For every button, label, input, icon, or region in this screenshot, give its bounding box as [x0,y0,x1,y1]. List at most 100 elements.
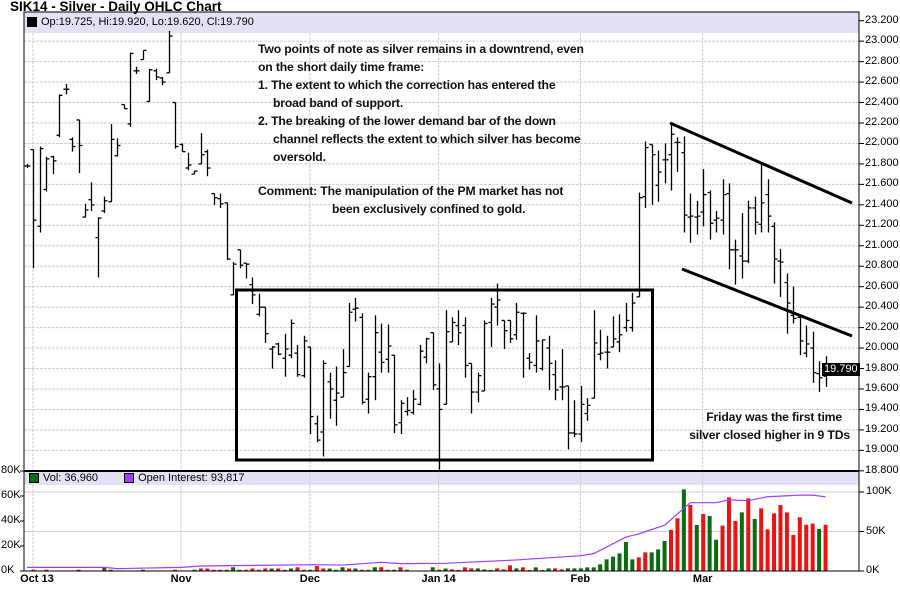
volume-bar [205,568,210,571]
price-axis-label: 20.000 [865,341,899,354]
ohlc-bar [391,354,398,433]
ohlc-bar [327,372,334,419]
volume-bar [108,569,113,571]
ohlc-bar [642,141,649,208]
ohlc-bar [172,101,179,149]
price-legend-text: Op:19.725, Hi:19.920, Lo:19.620, Cl:19.7… [41,16,254,28]
volume-bar [44,569,49,571]
ohlc-bar [578,385,585,443]
ohlc-bar [333,366,340,426]
ohlc-bar [790,286,797,324]
ohlc-bar [655,150,662,202]
ohlc-bar [288,319,295,359]
price-axis-label: 23.200 [865,13,899,26]
oi-axis-label: 0K [866,564,880,576]
ohlc-bar [758,163,765,233]
ohlc-bar [127,52,134,128]
ohlc-bar [294,344,301,377]
volume-bar [765,529,770,571]
ohlc-bar [616,314,623,353]
volume-bar [501,569,506,571]
chart-title: SIK14 - Silver - Daily OHLC Chart [10,0,222,14]
ohlc-bar [301,335,308,378]
volume-bar [218,569,223,571]
ohlc-bar [30,148,37,269]
axes [20,12,864,572]
price-bars [24,30,830,470]
volume-legend-band [24,472,859,485]
volume-bar [353,568,358,571]
ohlc-bar [256,293,263,317]
annotation-main-line: Two points of note as silver remains in … [258,42,584,56]
last-price-tag: 19.790 [822,363,860,376]
ohlc-bar [159,76,166,86]
price-legend-band [24,12,859,33]
volume-bar [630,559,635,571]
annotation-main-line: Comment: The manipulation of the PM mark… [258,184,564,198]
ohlc-bar [404,397,411,416]
ohlc-bar [340,349,347,398]
ohlc-bar [237,249,244,269]
volume-axis-label: 20K [1,539,21,551]
ohlc-bar [166,30,173,74]
annotation-main-line: oversold. [273,150,326,164]
volume-bar [623,542,628,571]
ohlc-bar [533,315,540,373]
ohlc-bar [114,138,121,157]
ohlc-bar [591,310,598,399]
ohlc-bar [63,84,70,95]
volume-bar [508,565,512,571]
ohlc-bar [623,303,630,332]
ohlc-bar [262,306,269,343]
ohlc-bar [121,103,128,110]
volume-bar [746,498,751,571]
price-axis-label: 22.800 [865,54,899,67]
annotation-friday-line-1: Friday was the first time [706,410,842,424]
volume-bar [559,569,564,571]
annotation-main-line: 2. The breaking of the lower demand bar … [258,114,556,128]
ohlc-bar [217,193,224,208]
ohlc-bar [24,163,31,169]
volume-bar [578,568,583,571]
ohlc-bar [101,196,108,214]
ohlc-bar [803,325,810,358]
volume-bar [810,523,815,571]
volume-bar [778,505,783,571]
volume-bar [437,569,442,571]
price-axis-label: 19.400 [865,402,899,415]
volume-bar [714,539,719,571]
price-axis-label: 22.600 [865,75,899,88]
ohlc-bar [726,183,733,270]
volume-bar [192,569,197,571]
ohlc-bar [88,182,95,211]
ohlc-bar [82,203,89,218]
volume-bar [797,517,802,571]
ohlc-bar [243,262,250,279]
month-label: Oct 13 [20,573,54,585]
volume-swatch [29,473,39,483]
volume-bar [662,541,667,571]
ohlc-bar [185,152,192,171]
volume-bar [385,569,390,571]
price-axis-label: 22.000 [865,136,899,149]
volume-bar [173,569,178,571]
open-interest-legend-text: Open Interest: 93,817 [138,472,245,484]
ohlc-bar [668,123,675,191]
price-axis-label: 21.800 [865,156,899,169]
annotation-main-line: been exclusively confined to gold. [332,202,526,216]
price-axis-label: 20.800 [865,259,899,272]
ohlc-bar [674,137,681,173]
ohlc-bar [133,66,140,74]
volume-bar [553,568,558,571]
ohlc-bar [784,273,791,334]
ohlc-bar [765,179,772,233]
ohlc-bar [629,292,636,332]
price-axis-label: 21.600 [865,177,899,190]
ohlc-bar [443,310,450,405]
volume-bar [314,566,319,571]
ohlc-bar [230,262,237,296]
support-band-box [235,288,654,462]
volume-bar [76,569,81,571]
ohlc-bar [488,297,495,348]
